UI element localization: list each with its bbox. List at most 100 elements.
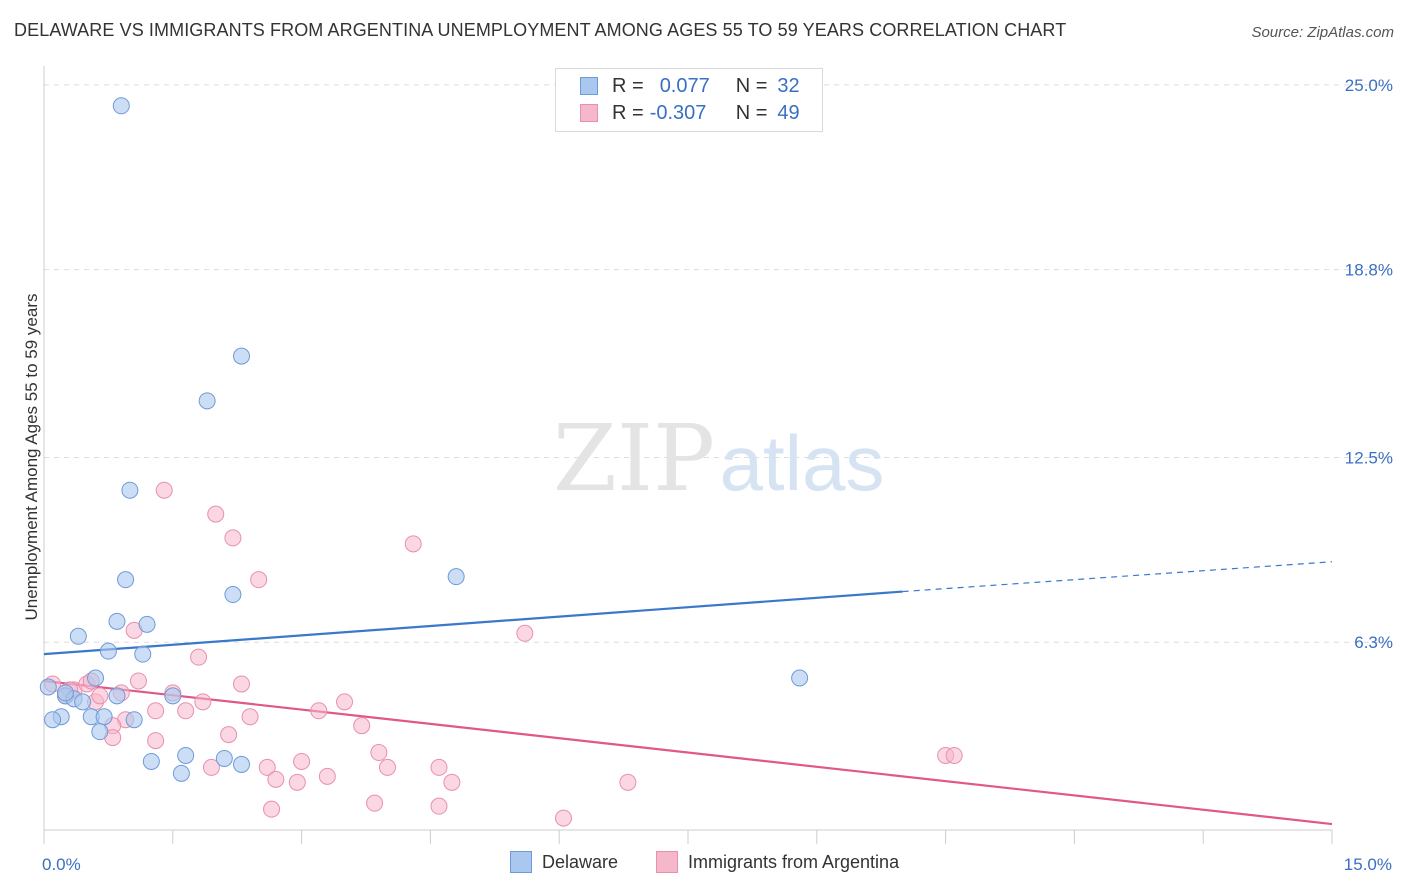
delaware-point <box>39 678 57 696</box>
argentina-point <box>194 693 212 711</box>
argentina-point <box>258 758 276 776</box>
y-tick-label: 6.3% <box>1354 633 1393 652</box>
argentina-point <box>129 672 147 690</box>
delaware-point <box>164 687 182 705</box>
legend-swatch-blue <box>580 77 598 95</box>
argentina-point <box>241 708 259 726</box>
delaware-point <box>112 97 130 115</box>
argentina-point <box>370 744 388 762</box>
delaware-point <box>198 392 216 410</box>
delaware-point <box>134 645 152 663</box>
y-axis-label: Unemployment Among Ages 55 to 59 years <box>22 293 41 621</box>
bottom-legend-label: Immigrants from Argentina <box>688 851 900 872</box>
argentina-point <box>202 758 220 776</box>
argentina-point <box>378 758 396 776</box>
legend-n-value: 49 <box>777 101 800 124</box>
delaware-point <box>172 764 190 782</box>
legend-n-value: 32 <box>777 74 800 97</box>
argentina-point <box>250 571 268 589</box>
delaware-point <box>215 749 233 767</box>
argentina-point <box>336 693 354 711</box>
argentina-point <box>318 767 336 785</box>
trend-lines <box>43 561 1333 826</box>
argentina-point <box>207 505 225 523</box>
argentina-point <box>91 687 109 705</box>
argentina-point <box>190 648 208 666</box>
bottom-swatch-pink <box>656 851 678 873</box>
bottom-swatch-blue <box>510 851 532 873</box>
x-tick-label: 15.0% <box>1344 855 1392 874</box>
argentina-point <box>353 717 371 735</box>
argentina-point <box>430 758 448 776</box>
delaware-point <box>74 693 92 711</box>
legend-row-delaware: R = 0.077 N = 32 <box>580 74 800 98</box>
delaware-point <box>447 568 465 586</box>
legend-r-value: 0.077 <box>659 74 710 97</box>
delaware-point <box>44 711 62 729</box>
delaware-point <box>224 586 242 604</box>
watermark-zip: ZIP <box>553 405 715 512</box>
delaware-point <box>99 642 117 660</box>
argentina-point <box>232 675 250 693</box>
argentina-point <box>177 702 195 720</box>
legend-n-label: N = <box>735 74 768 97</box>
axes <box>43 66 1333 844</box>
delaware-point <box>69 627 87 645</box>
data-points <box>39 97 963 827</box>
legend-r-value: -0.307 <box>649 101 707 124</box>
delaware-point <box>87 669 105 687</box>
watermark: ZIP atlas <box>553 405 884 512</box>
y-tick-label: 25.0% <box>1345 76 1393 95</box>
y-tick-label: 18.8% <box>1345 261 1393 280</box>
bottom-legend-argentina[interactable]: Immigrants from Argentina <box>656 851 899 873</box>
argentina-point <box>430 797 448 815</box>
delaware-point <box>121 481 139 499</box>
argentina-point <box>224 529 242 547</box>
argentina-point <box>619 773 637 791</box>
legend-swatch-pink <box>580 104 598 122</box>
x-tick-label: 0.0% <box>42 855 81 874</box>
grid-lines <box>44 84 1392 643</box>
y-tick-label: 12.5% <box>1345 448 1393 467</box>
legend-n-label: N = <box>735 101 768 124</box>
delaware-point <box>117 571 135 589</box>
argentina-point <box>293 752 311 770</box>
legend-r-label: R = <box>612 74 644 97</box>
delaware-point <box>91 723 109 741</box>
tick-labels: 25.0% 18.8% 12.5% 6.3% 0.0% 15.0% <box>42 76 1393 874</box>
delaware-point <box>108 612 126 630</box>
argentina-point <box>945 746 963 764</box>
delaware-trend-extension <box>902 561 1333 593</box>
bottom-legend-label: Delaware <box>542 851 619 872</box>
delaware-point <box>177 746 195 764</box>
argentina-point <box>288 773 306 791</box>
argentina-point <box>366 794 384 812</box>
argentina-point <box>263 800 281 818</box>
argentina-point <box>516 624 534 642</box>
delaware-point <box>108 687 126 705</box>
argentina-point <box>554 809 572 827</box>
delaware-point <box>232 755 250 773</box>
argentina-point <box>155 481 173 499</box>
delaware-point <box>125 711 143 729</box>
watermark-atlas: atlas <box>720 419 885 507</box>
argentina-trend-line <box>43 679 1333 826</box>
delaware-point <box>95 708 113 726</box>
argentina-point <box>404 535 422 553</box>
delaware-trend-line <box>43 590 903 656</box>
correlation-legend: R = 0.077 N = 32 R = -0.307 N = 49 <box>555 68 823 132</box>
delaware-point <box>138 615 156 633</box>
bottom-legend-delaware[interactable]: Delaware <box>510 851 618 873</box>
delaware-point <box>232 347 250 365</box>
source-label: Source: ZipAtlas.com <box>1251 24 1394 41</box>
argentina-point <box>267 770 285 788</box>
argentina-point <box>220 726 238 744</box>
delaware-point <box>791 669 809 687</box>
argentina-point <box>310 702 328 720</box>
legend-row-argentina: R = -0.307 N = 49 <box>580 101 800 125</box>
argentina-point <box>147 702 165 720</box>
argentina-point <box>443 773 461 791</box>
chart-title: DELAWARE VS IMMIGRANTS FROM ARGENTINA UN… <box>14 20 1067 40</box>
legend-r-label: R = <box>612 101 644 124</box>
